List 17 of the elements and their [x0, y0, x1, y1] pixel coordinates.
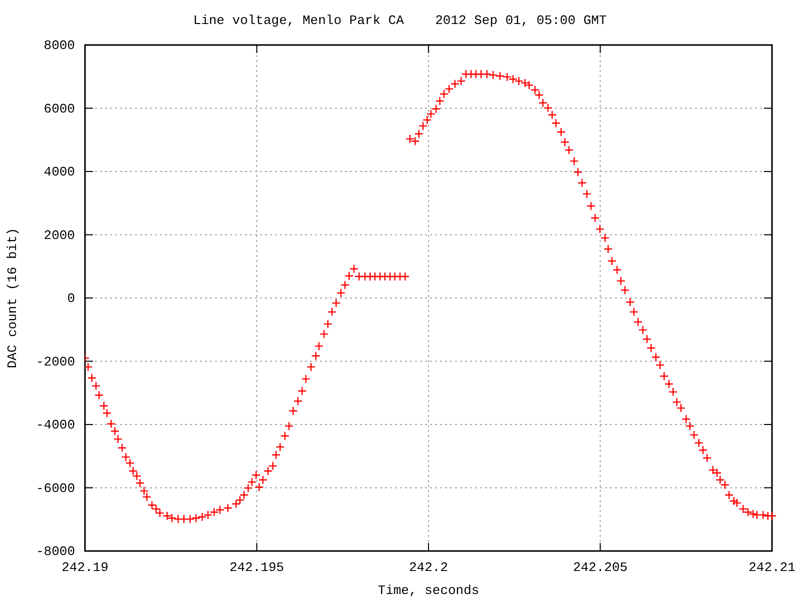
y-tick-label: 4000 [44, 164, 75, 180]
y-tick-label: -6000 [36, 480, 75, 496]
y-tick-label: -4000 [36, 418, 75, 432]
x-tick-label: 242.19 [62, 560, 108, 575]
x-tick-label: 242.21 [748, 560, 796, 575]
x-axis-title: Time, seconds [378, 583, 480, 598]
y-tick-label: 8000 [44, 38, 75, 53]
y-axis-title: DAC count (16 bit) [5, 228, 20, 368]
y-tick-label: -8000 [36, 544, 75, 559]
y-tick-label: 6000 [44, 101, 75, 116]
x-tick-label: 242.2 [408, 560, 448, 575]
y-tick-label: 2000 [44, 228, 75, 243]
y-tick-label: -2000 [36, 354, 75, 370]
y-tick-label: 0 [67, 291, 75, 306]
chart-title: Line voltage, Menlo Park CA 2012 Sep 01, 05:00 GMT [193, 13, 607, 28]
x-tick-label: 242.195 [229, 560, 284, 575]
x-tick-label: 242.205 [572, 560, 628, 575]
